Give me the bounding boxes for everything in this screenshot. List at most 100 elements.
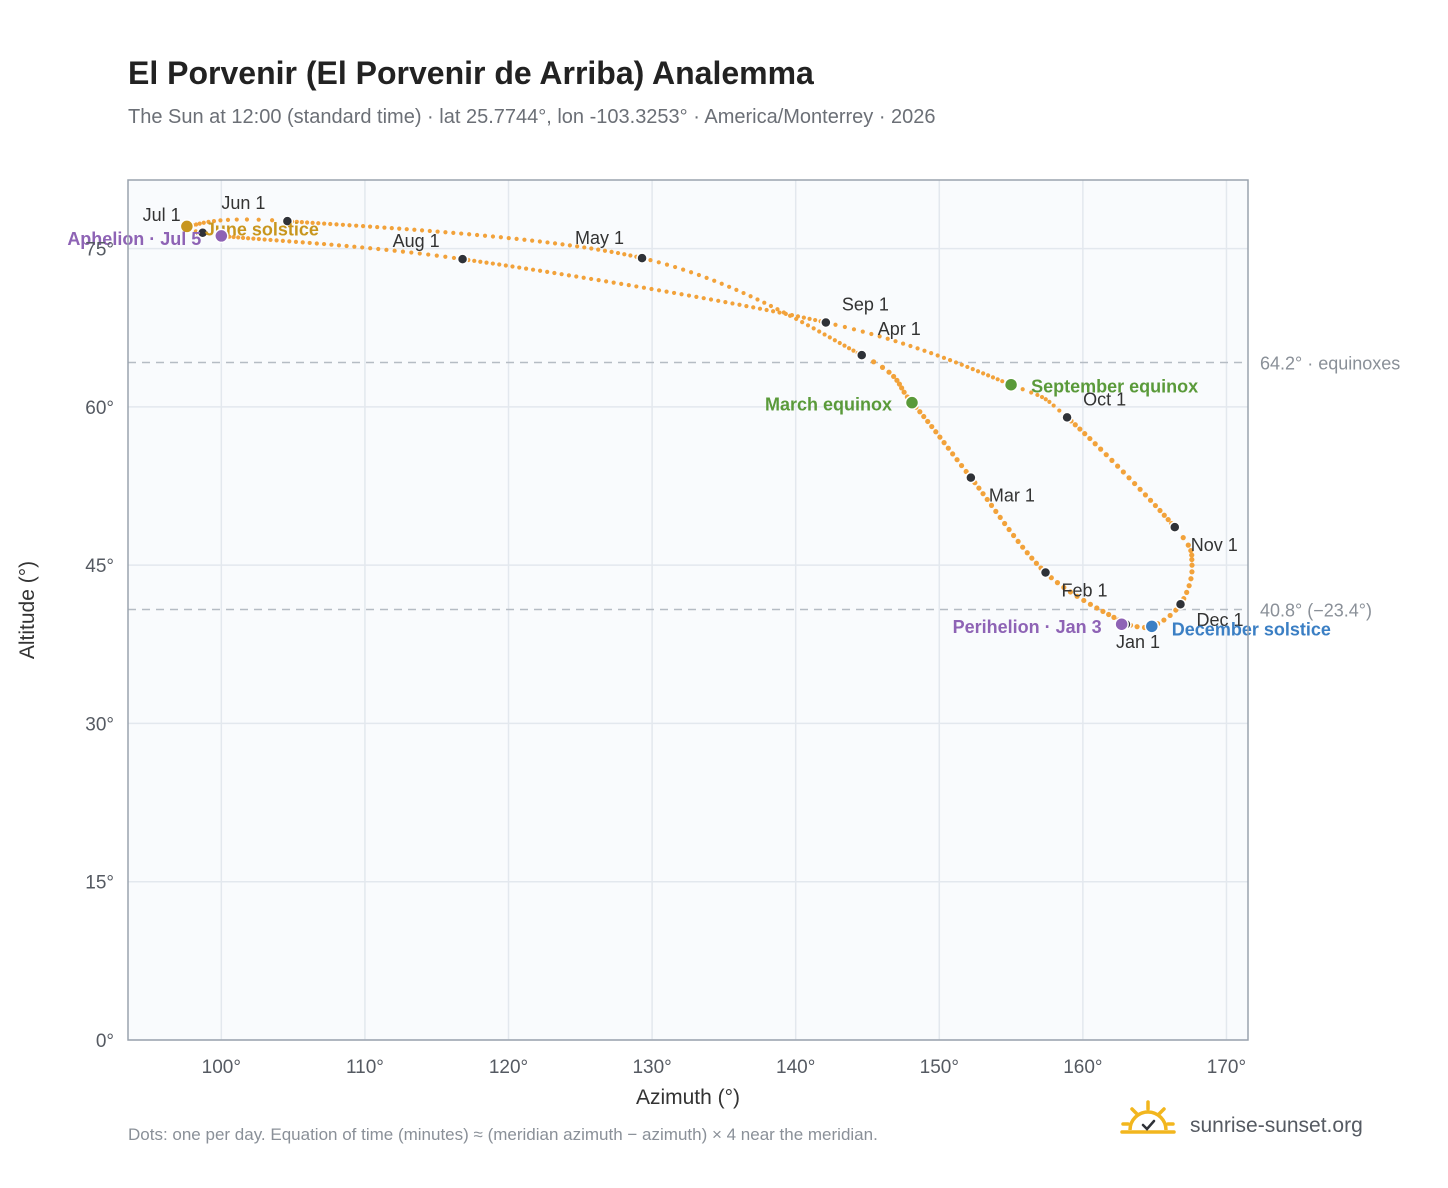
daily-dot bbox=[360, 245, 365, 250]
daily-dot bbox=[899, 385, 905, 391]
daily-dot bbox=[206, 219, 211, 224]
daily-dot bbox=[246, 236, 251, 241]
sun-logo-icon bbox=[1120, 1100, 1176, 1134]
key-point-dot bbox=[1114, 616, 1129, 632]
daily-dot bbox=[251, 236, 256, 241]
daily-dot bbox=[382, 225, 387, 230]
daily-dot bbox=[1015, 538, 1021, 545]
daily-dot bbox=[777, 310, 782, 315]
month-dot bbox=[636, 252, 648, 264]
daily-dot bbox=[1051, 403, 1056, 408]
daily-dot bbox=[368, 246, 373, 251]
daily-dot bbox=[842, 324, 847, 330]
daily-dot bbox=[673, 264, 678, 270]
daily-dot bbox=[514, 236, 519, 242]
daily-dot bbox=[280, 238, 285, 243]
daily-dot bbox=[1189, 552, 1195, 558]
daily-dot bbox=[497, 262, 502, 267]
daily-dot bbox=[1092, 441, 1098, 447]
month-label: Dec 1 bbox=[1197, 610, 1244, 630]
daily-dot bbox=[954, 457, 960, 463]
daily-dot bbox=[900, 341, 906, 346]
key-point-dot bbox=[904, 395, 920, 410]
daily-dot bbox=[1072, 422, 1078, 428]
key-point-dot bbox=[1003, 377, 1019, 392]
y-tick-label: 30° bbox=[85, 714, 114, 735]
daily-dot bbox=[737, 302, 742, 307]
daily-dot bbox=[329, 242, 334, 247]
daily-dot bbox=[300, 240, 305, 245]
daily-dot bbox=[490, 261, 495, 266]
daily-dot bbox=[993, 508, 999, 514]
month-label: May 1 bbox=[575, 228, 624, 248]
daily-dot bbox=[225, 217, 231, 222]
reference-line-label: 64.2° · equinoxes bbox=[1260, 354, 1400, 374]
daily-dot bbox=[1180, 535, 1186, 541]
y-tick-label: 45° bbox=[85, 556, 114, 577]
daily-dot bbox=[929, 351, 934, 356]
daily-dot bbox=[984, 496, 990, 503]
key-point-label: December solstice bbox=[1172, 619, 1331, 639]
daily-dot bbox=[860, 329, 865, 334]
month-label: Feb 1 bbox=[1062, 581, 1108, 601]
daily-dot bbox=[929, 423, 935, 430]
x-tick-label: 130° bbox=[632, 1057, 671, 1078]
chart-title: El Porvenir (El Porvenir de Arriba) Anal… bbox=[128, 55, 814, 91]
daily-dot bbox=[427, 228, 432, 234]
daily-dot bbox=[837, 340, 842, 346]
daily-dot bbox=[704, 275, 709, 280]
daily-dot bbox=[649, 286, 654, 292]
daily-dot bbox=[545, 240, 550, 245]
daily-dot bbox=[321, 241, 327, 247]
daily-dot bbox=[1033, 560, 1039, 566]
x-tick-label: 140° bbox=[776, 1057, 815, 1078]
daily-dot bbox=[1103, 452, 1109, 458]
daily-dot bbox=[506, 235, 511, 241]
daily-dot bbox=[510, 264, 515, 269]
daily-dot bbox=[988, 502, 995, 508]
daily-dot bbox=[1039, 394, 1045, 400]
daily-dot bbox=[340, 222, 346, 227]
daily-dot bbox=[941, 440, 947, 446]
daily-dot bbox=[1029, 555, 1035, 561]
daily-dot bbox=[443, 230, 448, 235]
daily-dot bbox=[937, 434, 943, 440]
daily-dot bbox=[723, 300, 728, 305]
daily-dot bbox=[945, 445, 951, 451]
daily-dot bbox=[1061, 584, 1067, 591]
daily-dot bbox=[896, 381, 903, 387]
daily-dot bbox=[240, 235, 246, 240]
daily-dot bbox=[1132, 480, 1138, 487]
daily-dot bbox=[935, 353, 940, 358]
daily-dot bbox=[268, 237, 273, 243]
daily-dot bbox=[589, 246, 594, 251]
daily-dot bbox=[1189, 569, 1195, 575]
daily-dot bbox=[997, 514, 1003, 521]
daily-dot bbox=[1074, 593, 1080, 599]
daily-dot bbox=[626, 283, 631, 288]
daily-dot bbox=[218, 218, 223, 223]
month-dot bbox=[1174, 598, 1187, 610]
daily-dot bbox=[800, 320, 805, 325]
daily-dot bbox=[1152, 502, 1159, 509]
daily-dot bbox=[869, 331, 874, 337]
daily-dot bbox=[922, 348, 927, 353]
daily-dot bbox=[474, 232, 480, 238]
daily-dot bbox=[581, 275, 586, 280]
daily-dot bbox=[751, 305, 756, 310]
x-axis-label: Azimuth (°) bbox=[636, 1086, 740, 1109]
daily-dot bbox=[783, 311, 788, 316]
daily-dot bbox=[1081, 597, 1087, 604]
daily-dot bbox=[719, 281, 724, 286]
daily-dot bbox=[400, 249, 406, 254]
daily-dot bbox=[768, 303, 774, 309]
daily-dot bbox=[1077, 426, 1083, 432]
daily-dot bbox=[256, 236, 261, 242]
daily-dot bbox=[347, 223, 352, 228]
daily-dot bbox=[696, 272, 701, 278]
month-label: Apr 1 bbox=[878, 319, 921, 339]
daily-dot bbox=[842, 343, 847, 348]
daily-dot bbox=[641, 285, 647, 290]
daily-dot bbox=[524, 266, 529, 271]
